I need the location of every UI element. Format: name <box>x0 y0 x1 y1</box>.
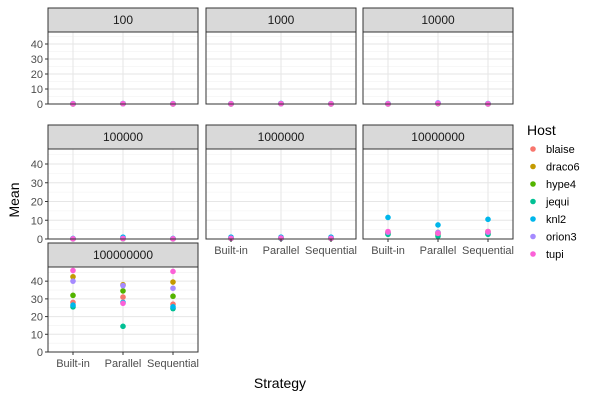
legend: Host blaise draco6 hype4 jequi knl2 orion3 tup… <box>527 122 580 261</box>
x-axis-title: Strategy <box>254 375 306 391</box>
data-point-orion3 <box>170 285 176 292</box>
facet-panel: 10000000 Built-in Parallel Sequential <box>362 124 514 257</box>
y-tick-label: 40 <box>31 39 43 51</box>
facet-strip <box>47 124 199 150</box>
x-tick-label: Parallel <box>420 245 457 257</box>
data-point-knl2 <box>435 222 441 228</box>
y-tick-label: 20 <box>31 69 43 81</box>
facet-strip-label: 100000 <box>103 130 143 144</box>
y-tick-label: 0 <box>37 234 43 246</box>
data-point-tupi <box>70 267 76 274</box>
facet-panel: 1000000 Built-in Parallel Sequential <box>205 124 357 257</box>
data-point-tupi <box>385 228 391 235</box>
x-tick-label: Built-in <box>214 245 248 257</box>
facet-strip <box>47 242 199 268</box>
facet-strip-label: 100 <box>113 13 133 27</box>
legend-key-knl2 <box>530 216 536 222</box>
facet-strip <box>205 7 357 33</box>
facet-panel: 100 0 10 20 30 40 <box>31 7 199 111</box>
legend-key-hype4 <box>530 181 536 187</box>
legend-label-hype4: hype4 <box>546 179 576 191</box>
data-point-hype4 <box>170 293 176 300</box>
y-tick-label: 40 <box>31 159 43 171</box>
legend-label-blaise: blaise <box>546 144 575 156</box>
x-tick-label: Parallel <box>105 358 142 370</box>
y-tick-label: 30 <box>31 54 43 66</box>
data-point-tupi <box>120 300 126 307</box>
data-point-knl2 <box>170 304 176 310</box>
y-tick-label: 10 <box>31 215 43 227</box>
data-point-tupi <box>485 228 491 235</box>
legend-label-orion3: orion3 <box>546 232 577 244</box>
y-tick-label: 10 <box>31 84 43 96</box>
y-tick-label: 20 <box>31 312 43 324</box>
data-point-knl2 <box>385 214 391 221</box>
panel-border <box>205 31 357 105</box>
facet-strip-label: 100000000 <box>93 248 153 262</box>
data-point-hype4 <box>120 288 126 294</box>
y-tick-label: 30 <box>31 294 43 306</box>
legend-label-tupi: tupi <box>546 249 564 261</box>
y-tick-label: 40 <box>31 276 43 288</box>
data-point-orion3 <box>120 282 126 289</box>
x-tick-label: Built-in <box>56 358 90 370</box>
x-tick-label: Sequential <box>147 358 199 370</box>
data-point-orion3 <box>70 278 76 284</box>
facet-panel: 1000 <box>205 7 357 107</box>
legend-label-knl2: knl2 <box>546 214 566 226</box>
legend-key-tupi <box>530 251 536 257</box>
data-point-draco6 <box>170 279 176 285</box>
data-point-hype4 <box>70 292 76 299</box>
y-axis-title: Mean <box>6 182 22 217</box>
y-tick-label: 30 <box>31 178 43 190</box>
panel-border <box>362 31 514 105</box>
legend-key-blaise <box>530 146 536 152</box>
legend-label-jequi: jequi <box>545 197 569 209</box>
data-point-tupi <box>170 268 176 275</box>
facet-strip-label: 10000000 <box>411 130 465 144</box>
facet-strip-label: 1000 <box>268 13 295 27</box>
legend-title: Host <box>527 122 556 138</box>
x-tick-label: Parallel <box>263 245 300 257</box>
facet-panel: 10000 <box>362 7 514 107</box>
y-tick-label: 20 <box>31 197 43 209</box>
facet-panel: 100000000 0 10 20 30 40 Built-in Parallel Sequen… <box>31 242 199 370</box>
panel-border <box>47 31 199 105</box>
facet-panel: 100000 0 10 20 30 40 <box>31 124 199 246</box>
data-point-knl2 <box>485 216 491 223</box>
data-point-tupi <box>328 235 334 242</box>
y-tick-label: 0 <box>37 347 43 359</box>
data-point-jequi <box>120 323 126 330</box>
facet-strip-label: 10000 <box>421 13 455 27</box>
x-tick-label: Built-in <box>371 245 405 257</box>
legend-key-draco6 <box>530 163 536 170</box>
data-point-tupi <box>228 235 234 242</box>
y-tick-label: 0 <box>37 99 43 111</box>
legend-key-jequi <box>530 198 536 205</box>
y-tick-label: 10 <box>31 329 43 341</box>
panel-border <box>47 148 199 240</box>
legend-key-orion3 <box>530 233 536 240</box>
data-point-tupi <box>435 230 441 237</box>
legend-label-draco6: draco6 <box>546 162 580 174</box>
facet-strip <box>47 7 199 33</box>
facet-strip <box>362 124 514 150</box>
x-tick-label: Sequential <box>462 245 514 257</box>
data-point-knl2 <box>70 302 76 308</box>
data-point-draco6 <box>70 273 76 280</box>
data-point-blaise <box>120 294 126 300</box>
x-tick-label: Sequential <box>305 245 357 257</box>
facet-strip-label: 1000000 <box>258 130 305 144</box>
